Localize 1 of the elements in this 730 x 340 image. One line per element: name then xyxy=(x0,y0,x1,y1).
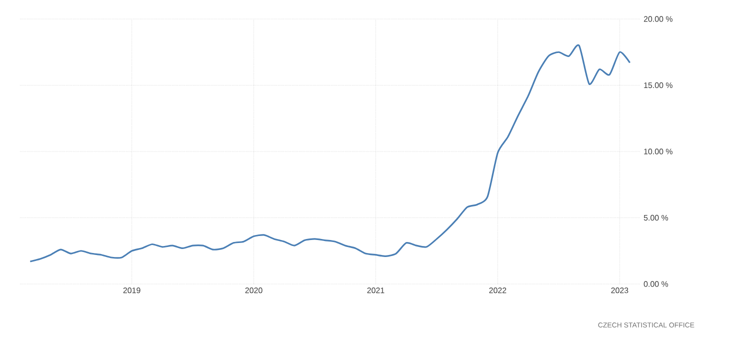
line-series xyxy=(29,44,631,262)
